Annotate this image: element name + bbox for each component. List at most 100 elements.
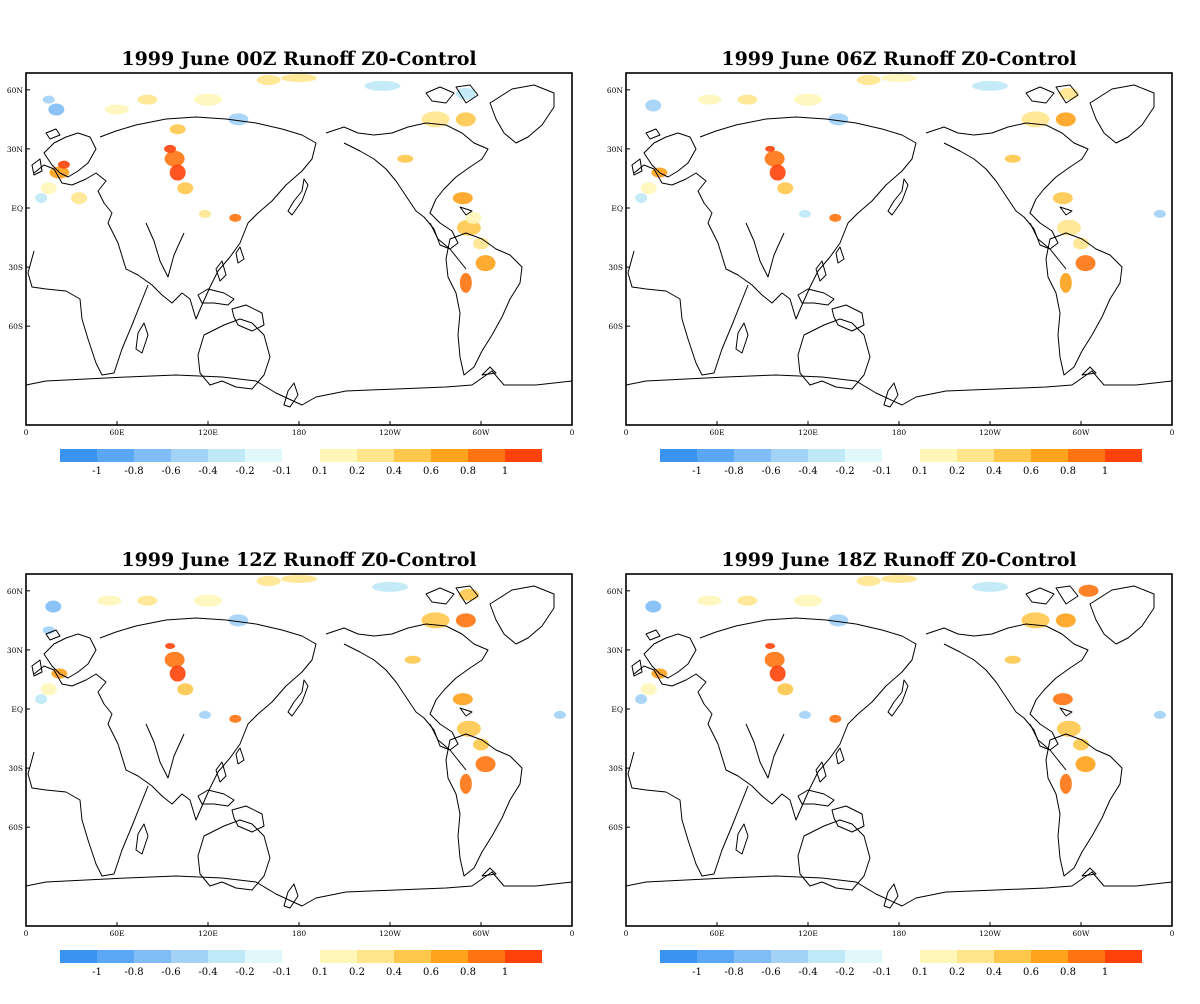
- colorbar-swatch: [660, 950, 697, 963]
- runoff-anomaly-patch: [452, 693, 473, 706]
- colorbar-swatch: [394, 950, 431, 963]
- colorbar-label: -1: [92, 967, 102, 978]
- coastline: [27, 250, 149, 376]
- colorbar: -1 -0.8 -0.6 -0.4 -0.2 -0.1 0.1 0.2 0.4 0.6 0.8 1: [660, 950, 1142, 978]
- x-tick-label: 0: [570, 929, 575, 938]
- colorbar-label: 1: [1102, 967, 1108, 978]
- y-tick-label: EQ: [11, 705, 23, 714]
- coastline: [1089, 84, 1155, 144]
- runoff-anomaly-patch: [164, 144, 177, 153]
- y-tick-label: 30S: [8, 764, 23, 773]
- coastline: [481, 867, 497, 877]
- runoff-anomaly-patch: [1056, 219, 1081, 236]
- colorbar-swatch: [431, 449, 468, 462]
- runoff-anomaly-patch: [281, 73, 317, 82]
- coastline: [429, 723, 467, 771]
- runoff-anomaly-patch: [105, 104, 129, 115]
- runoff-anomaly-patch: [553, 710, 566, 719]
- map-area: [626, 73, 1172, 425]
- coastline: [883, 883, 899, 909]
- runoff-anomaly-patch: [177, 683, 194, 696]
- runoff-anomaly-patch: [40, 683, 57, 696]
- coastline: [231, 805, 265, 833]
- coastline: [26, 370, 572, 425]
- runoff-anomaly-patch: [635, 193, 648, 204]
- runoff-anomaly-patch: [1058, 87, 1079, 100]
- panel-title: 1999 June 06Z Runoff Z0-Control: [721, 48, 1076, 70]
- runoff-anomaly-patch: [1052, 693, 1073, 706]
- y-tick-label: 30N: [7, 646, 24, 655]
- y-tick-label: EQ: [611, 705, 623, 714]
- coastline: [631, 659, 643, 677]
- colorbar-swatch: [468, 449, 505, 462]
- colorbar-label: 1: [502, 967, 508, 978]
- colorbar-swatch: [1105, 950, 1142, 963]
- coastline: [627, 250, 749, 376]
- colorbar-label: 0.4: [986, 967, 1002, 978]
- coastline: [1059, 206, 1073, 216]
- colorbar-swatch: [1031, 449, 1068, 462]
- colorbar-label: -0.6: [761, 967, 780, 978]
- x-tick-label: 60W: [472, 929, 490, 938]
- colorbar-label: 0.4: [386, 967, 402, 978]
- coastline: [33, 116, 317, 320]
- runoff-anomaly-patch: [45, 600, 62, 613]
- runoff-anomaly-patch: [881, 574, 917, 583]
- coastline: [1081, 867, 1097, 877]
- runoff-anomaly-patch: [1004, 655, 1021, 664]
- runoff-anomaly-patch: [459, 272, 472, 293]
- runoff-anomaly-patch: [137, 595, 158, 606]
- coastline: [145, 723, 185, 779]
- runoff-anomaly-patch: [40, 182, 57, 195]
- map-panel: 1999 June 18Z Runoff Z0-Control 0 60E 120E 1…: [607, 549, 1175, 978]
- runoff-anomaly-patch: [769, 665, 786, 682]
- coastline: [459, 206, 473, 216]
- x-tick-label: 120E: [198, 428, 218, 437]
- coastline: [745, 222, 785, 278]
- colorbar-swatch: [60, 449, 97, 462]
- runoff-anomaly-patch: [645, 99, 662, 112]
- y-tick-label: 30N: [607, 145, 624, 154]
- runoff-anomaly-patch: [794, 594, 822, 607]
- coastline: [459, 707, 473, 717]
- x-tick-label: 180: [292, 929, 307, 938]
- runoff-anomaly-patch: [798, 209, 811, 218]
- runoff-anomaly-patch: [972, 80, 1008, 91]
- runoff-anomaly-patch: [769, 164, 786, 181]
- panel-title: 1999 June 00Z Runoff Z0-Control: [121, 48, 476, 70]
- coastline: [445, 733, 523, 877]
- coastline: [215, 260, 227, 282]
- runoff-anomaly-patch: [829, 213, 842, 222]
- colorbar-swatch: [134, 449, 171, 462]
- runoff-anomaly-patch: [798, 710, 811, 719]
- colorbar-label: -0.8: [724, 967, 743, 978]
- coastline: [626, 871, 1172, 926]
- colorbar-label: -0.4: [198, 967, 217, 978]
- runoff-anomaly-patch: [475, 255, 496, 272]
- runoff-anomaly-patch: [829, 714, 842, 723]
- coastline: [633, 116, 917, 320]
- coastline: [235, 747, 245, 765]
- coastline: [455, 585, 479, 605]
- coastline: [481, 366, 497, 376]
- map-area: [26, 73, 572, 425]
- colorbar-swatch: [1031, 950, 1068, 963]
- x-tick-label: 60W: [1072, 428, 1090, 437]
- runoff-anomaly-patch: [198, 710, 211, 719]
- runoff-anomaly-patch: [765, 145, 776, 152]
- coastline: [1055, 585, 1079, 605]
- runoff-anomaly-patch: [452, 192, 473, 205]
- runoff-anomaly-patch: [1078, 584, 1099, 597]
- coastline: [815, 761, 827, 783]
- map-panel: 1999 June 00Z Runoff Z0-Control 0 60E 120E 1…: [7, 48, 575, 477]
- colorbar-swatch: [920, 449, 957, 462]
- colorbar-swatch: [394, 449, 431, 462]
- colorbar-swatch: [660, 449, 697, 462]
- runoff-anomaly-patch: [372, 581, 408, 592]
- x-tick-label: 60W: [1072, 929, 1090, 938]
- runoff-anomaly-patch: [71, 192, 88, 205]
- colorbar-label: 0.1: [312, 967, 328, 978]
- coastline: [887, 679, 909, 717]
- colorbar-label: 0.4: [386, 466, 402, 477]
- coastline: [445, 232, 523, 376]
